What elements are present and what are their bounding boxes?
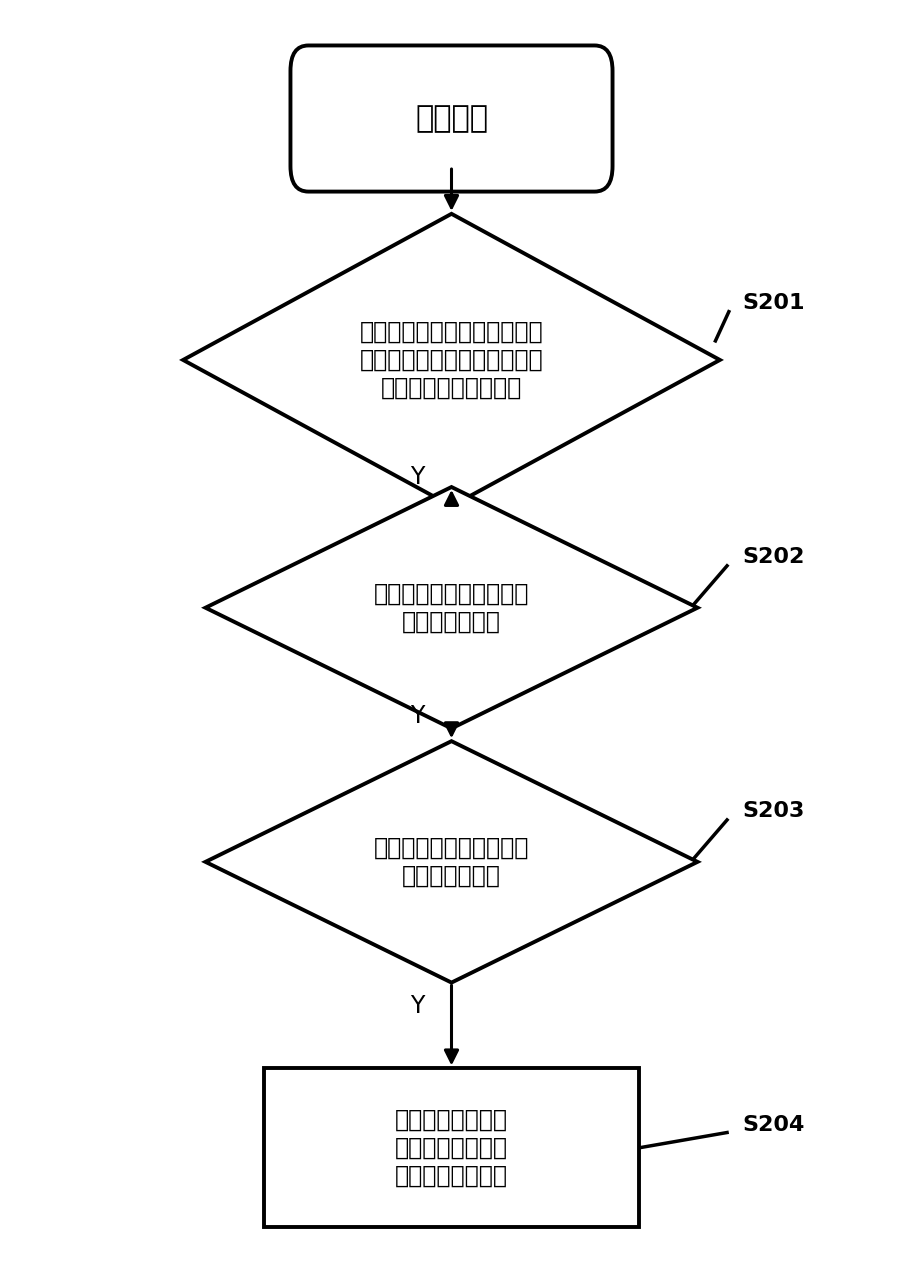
- Text: Y: Y: [410, 994, 424, 1018]
- Text: S201: S201: [741, 293, 804, 313]
- Text: S204: S204: [741, 1115, 804, 1134]
- Text: S202: S202: [741, 547, 804, 567]
- Text: Y: Y: [410, 466, 424, 490]
- Text: 基于所述当前位置
在所述显示屏幕上
发出跌落警告指示: 基于所述当前位置 在所述显示屏幕上 发出跌落警告指示: [394, 1108, 508, 1188]
- Text: 开始判断: 开始判断: [415, 104, 487, 133]
- Polygon shape: [206, 487, 696, 729]
- Bar: [263, 1068, 639, 1227]
- FancyBboxPatch shape: [290, 46, 612, 192]
- Polygon shape: [206, 741, 696, 982]
- Text: 判断所述超声距离是否小
于第三预设距离: 判断所述超声距离是否小 于第三预设距离: [373, 836, 529, 888]
- Text: Y: Y: [410, 703, 424, 728]
- Text: S203: S203: [741, 801, 804, 821]
- Text: 判断所述红外距离是否小
于第二预设距离: 判断所述红外距离是否小 于第二预设距离: [373, 582, 529, 633]
- Text: 判断所述红外距离和所述超声
距离的同一单位量纲的数值差
是否小于第一预设距离: 判断所述红外距离和所述超声 距离的同一单位量纲的数值差 是否小于第一预设距离: [359, 320, 543, 400]
- Polygon shape: [183, 214, 719, 506]
